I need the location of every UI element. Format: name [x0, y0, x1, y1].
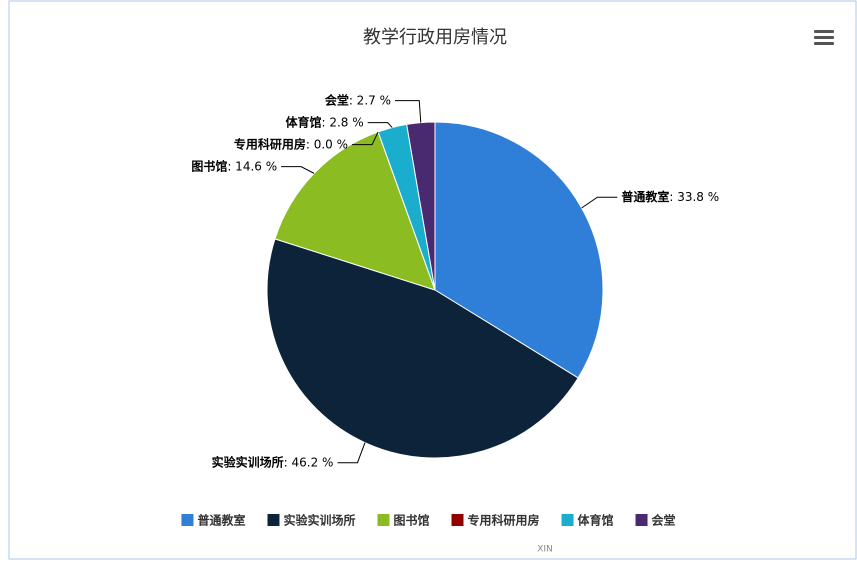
connector [367, 122, 393, 128]
legend-item[interactable]: 图书馆 [377, 513, 430, 528]
legend-item[interactable]: 普通教室 [181, 513, 245, 528]
data-label-value: : 2.7 % [349, 93, 391, 107]
menu-bar [814, 30, 834, 33]
legend-swatch [561, 514, 574, 526]
menu-bar [814, 36, 834, 39]
connector [352, 131, 379, 146]
legend-item[interactable]: 会堂 [635, 513, 676, 528]
credits[interactable]: XIN [537, 545, 553, 555]
legend-item[interactable]: 实验实训场所 [267, 513, 355, 528]
data-label-name: 普通教室 [621, 189, 669, 204]
connector [395, 100, 422, 123]
data-label: 图书馆: 14.6 % [191, 158, 277, 173]
pie-slice [406, 121, 436, 291]
legend-label: 体育馆 [578, 513, 614, 528]
legend-item[interactable]: 体育馆 [561, 513, 614, 528]
data-label-value: : 46.2 % [284, 455, 334, 469]
legend-label: 会堂 [652, 513, 676, 528]
data-label-name: 专用科研用房 [234, 136, 306, 151]
legend-label: 实验实训场所 [283, 513, 355, 528]
legend-swatch [635, 514, 648, 526]
legend-label: 图书馆 [393, 513, 429, 528]
connector [581, 196, 618, 209]
data-label-name: 实验实训场所 [212, 454, 284, 469]
data-label: 实验实训场所: 46.2 % [212, 454, 334, 469]
data-label-value: : 0.0 % [306, 137, 348, 151]
legend: 普通教室 实验实训场所 图书馆 专用科研用房 体育馆 会堂 [181, 513, 676, 528]
legend-swatch [267, 514, 280, 526]
data-label-name: 会堂 [325, 92, 349, 107]
pie-slice [274, 131, 436, 291]
data-label-value: : 2.8 % [321, 115, 363, 129]
data-label: 会堂: 2.7 % [325, 92, 391, 107]
menu-bar [814, 42, 834, 45]
data-label: 体育馆: 2.8 % [285, 114, 363, 129]
data-label-name: 体育馆 [285, 114, 321, 129]
data-label: 专用科研用房: 0.0 % [234, 136, 348, 151]
pie-slice [434, 121, 604, 379]
chart-title: 教学行政用房情况 [363, 27, 507, 48]
data-label: 普通教室: 33.8 % [621, 189, 719, 204]
legend-swatch [181, 514, 194, 526]
data-label-value: : 14.6 % [227, 159, 277, 173]
legend-label: 专用科研用房 [468, 513, 540, 528]
menu-button[interactable] [814, 30, 834, 45]
legend-swatch [377, 514, 390, 526]
legend-label: 普通教室 [197, 513, 245, 528]
legend-swatch [451, 514, 464, 526]
legend-item[interactable]: 专用科研用房 [451, 513, 540, 528]
data-label-name: 图书馆 [191, 158, 227, 173]
connector [337, 442, 366, 464]
data-label-value: : 33.8 % [669, 190, 719, 204]
connector [281, 166, 315, 174]
